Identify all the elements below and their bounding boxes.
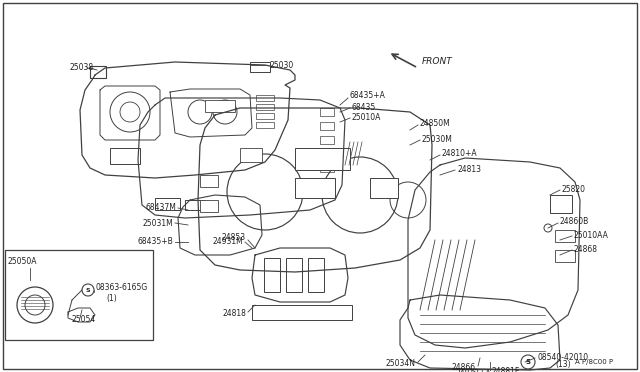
- Text: 68435: 68435: [352, 103, 376, 112]
- Text: 24866: 24866: [452, 363, 476, 372]
- Text: 68435+B: 68435+B: [137, 237, 173, 247]
- Text: 24850M: 24850M: [420, 119, 451, 128]
- Text: 68437M: 68437M: [145, 203, 176, 212]
- Bar: [256, 122, 274, 128]
- Text: 24818: 24818: [222, 308, 246, 317]
- Text: 25054: 25054: [72, 315, 96, 324]
- Bar: [256, 113, 274, 119]
- Text: 24931M: 24931M: [212, 237, 243, 246]
- Bar: [256, 104, 274, 110]
- Text: 25031M: 25031M: [142, 218, 173, 228]
- Text: 25010A: 25010A: [352, 112, 381, 122]
- Text: 24813: 24813: [457, 164, 481, 173]
- Text: 24810+A: 24810+A: [442, 150, 477, 158]
- Text: 08363-6165G: 08363-6165G: [96, 283, 148, 292]
- Text: 24881F: 24881F: [492, 366, 520, 372]
- Bar: [205, 100, 235, 112]
- Bar: [320, 136, 334, 144]
- Bar: [550, 195, 572, 213]
- Text: S: S: [525, 359, 531, 365]
- Bar: [320, 150, 334, 158]
- Text: 68435+A: 68435+A: [350, 92, 386, 100]
- Text: 24853: 24853: [222, 234, 246, 243]
- Text: S: S: [86, 288, 90, 292]
- Text: 25820: 25820: [562, 185, 586, 193]
- Bar: [295, 178, 335, 198]
- Bar: [90, 66, 106, 78]
- Bar: [370, 178, 398, 198]
- Bar: [320, 164, 334, 172]
- Text: FRONT: FRONT: [422, 58, 452, 67]
- Bar: [200, 175, 218, 187]
- Text: 25030M: 25030M: [422, 135, 453, 144]
- Bar: [264, 258, 280, 292]
- Text: 25030: 25030: [270, 61, 294, 70]
- Bar: [256, 95, 274, 101]
- Text: A P/8C00 P: A P/8C00 P: [575, 359, 613, 365]
- Text: 25038: 25038: [70, 64, 94, 73]
- Bar: [252, 305, 352, 320]
- Text: (1): (1): [106, 294, 116, 302]
- Bar: [155, 198, 180, 210]
- Bar: [240, 148, 262, 162]
- Text: 24860B: 24860B: [560, 218, 589, 227]
- Bar: [110, 148, 140, 164]
- Text: 24813+A: 24813+A: [455, 369, 491, 372]
- Bar: [5, 250, 153, 340]
- Text: 25034N: 25034N: [385, 359, 415, 369]
- Bar: [320, 122, 334, 130]
- Text: (13): (13): [555, 360, 571, 369]
- Bar: [286, 258, 302, 292]
- Text: 25050A: 25050A: [8, 257, 38, 266]
- Bar: [320, 108, 334, 116]
- Bar: [295, 148, 350, 170]
- Bar: [555, 230, 575, 242]
- Text: 25010AA: 25010AA: [574, 231, 609, 240]
- Bar: [200, 200, 218, 212]
- Bar: [555, 250, 575, 262]
- Bar: [185, 200, 205, 210]
- Bar: [308, 258, 324, 292]
- Bar: [250, 62, 270, 72]
- Text: 24868: 24868: [574, 244, 598, 253]
- Text: 08540-42010: 08540-42010: [538, 353, 589, 362]
